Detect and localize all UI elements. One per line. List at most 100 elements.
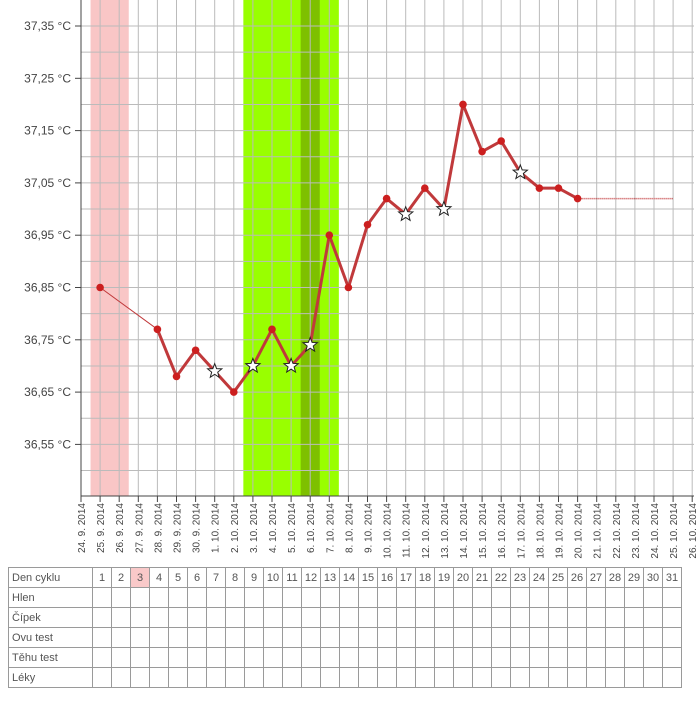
table-cell bbox=[472, 627, 492, 648]
table-cell bbox=[149, 667, 169, 688]
data-point bbox=[478, 147, 486, 156]
data-point-star bbox=[282, 357, 300, 374]
table-cell bbox=[605, 607, 625, 628]
table-cell bbox=[453, 607, 473, 628]
table-cell bbox=[282, 667, 302, 688]
table-cell: 15 bbox=[358, 567, 378, 588]
table-cell bbox=[624, 627, 644, 648]
table-cell bbox=[434, 587, 454, 608]
y-tick-label: 36,95 °C bbox=[24, 228, 71, 242]
series-line-segment bbox=[366, 197, 389, 227]
table-cell bbox=[567, 647, 587, 668]
data-point bbox=[497, 137, 506, 145]
data-point-star bbox=[435, 200, 453, 217]
table-cell bbox=[263, 647, 283, 668]
series-line-segment bbox=[404, 186, 427, 216]
table-cell bbox=[491, 667, 511, 688]
x-tick-label: 3. 10. 2014 bbox=[249, 503, 260, 553]
table-cell: 11 bbox=[282, 567, 302, 588]
table-cell bbox=[130, 647, 150, 668]
table-cell bbox=[396, 587, 416, 608]
table-cell bbox=[662, 647, 682, 668]
table-cell: 19 bbox=[434, 567, 454, 588]
x-tick-label: 25. 9. 2014 bbox=[96, 503, 107, 553]
table-cell bbox=[111, 587, 131, 608]
series-line-segment bbox=[423, 186, 446, 211]
table-cell bbox=[130, 627, 150, 648]
table-cell bbox=[187, 607, 207, 628]
table-cell bbox=[472, 607, 492, 628]
table-cell bbox=[282, 647, 302, 668]
x-tick-label: 8. 10. 2014 bbox=[344, 503, 355, 553]
data-point-star bbox=[244, 357, 262, 374]
table-cell bbox=[92, 647, 112, 668]
table-cell bbox=[396, 627, 416, 648]
table-cell bbox=[149, 647, 169, 668]
table-cell bbox=[662, 627, 682, 648]
table-cell bbox=[605, 667, 625, 688]
table-cell bbox=[263, 627, 283, 648]
data-point bbox=[230, 388, 238, 396]
table-cell bbox=[320, 587, 340, 608]
x-tick-label: 28. 9. 2014 bbox=[153, 503, 164, 553]
table-row: Hlen bbox=[8, 587, 682, 608]
table-cell bbox=[567, 627, 587, 648]
table-cell bbox=[339, 647, 359, 668]
data-point-star bbox=[397, 205, 415, 222]
table-cell bbox=[339, 627, 359, 648]
table-cell bbox=[548, 587, 568, 608]
series-line-segment bbox=[308, 233, 331, 347]
series-line-segment bbox=[175, 348, 198, 378]
x-tick-label: 26. 10. 2014 bbox=[688, 503, 699, 559]
x-tick-label: 23. 10. 2014 bbox=[631, 503, 642, 559]
table-cell bbox=[415, 607, 435, 628]
table-cell bbox=[529, 627, 549, 648]
table-cell: 10 bbox=[263, 567, 283, 588]
table-cell bbox=[529, 587, 549, 608]
table-cell bbox=[548, 627, 568, 648]
x-tick-label: 22. 10. 2014 bbox=[612, 503, 623, 559]
data-point bbox=[344, 283, 353, 292]
data-point bbox=[535, 184, 544, 192]
table-cell: 29 bbox=[624, 567, 644, 588]
table-cell bbox=[415, 667, 435, 688]
table-cell bbox=[624, 647, 644, 668]
data-point bbox=[459, 100, 467, 109]
table-cell bbox=[320, 627, 340, 648]
x-tick-label: 7. 10. 2014 bbox=[325, 503, 336, 553]
table-cell bbox=[662, 607, 682, 628]
table-cell bbox=[244, 667, 264, 688]
row-label: Těhu test bbox=[8, 647, 93, 668]
table-cell bbox=[567, 587, 587, 608]
x-tick-label: 20. 10. 2014 bbox=[574, 503, 585, 559]
table-cell bbox=[510, 647, 530, 668]
table-cell bbox=[586, 587, 606, 608]
table-cell bbox=[643, 627, 663, 648]
table-cell bbox=[377, 647, 397, 668]
table-cell bbox=[263, 667, 283, 688]
table-cell bbox=[244, 607, 264, 628]
table-cell bbox=[225, 607, 245, 628]
series-line-segment bbox=[251, 327, 274, 368]
table-cell bbox=[168, 627, 188, 648]
x-tick-label: 1. 10. 2014 bbox=[211, 503, 222, 553]
table-cell bbox=[434, 607, 454, 628]
x-tick-label: 13. 10. 2014 bbox=[440, 503, 451, 559]
series-line-segment bbox=[461, 102, 484, 154]
data-point bbox=[153, 325, 162, 334]
table-cell bbox=[168, 607, 188, 628]
table-cell bbox=[586, 667, 606, 688]
table-cell: 2 bbox=[111, 567, 131, 588]
table-cell: 12 bbox=[301, 567, 321, 588]
y-tick-label: 36,65 °C bbox=[24, 385, 71, 399]
table-cell bbox=[339, 587, 359, 608]
x-tick-label: 5. 10. 2014 bbox=[287, 503, 298, 553]
table-cell bbox=[92, 607, 112, 628]
x-tick-label: 29. 9. 2014 bbox=[173, 503, 184, 553]
table-cell: 9 bbox=[244, 567, 264, 588]
table-cell bbox=[320, 647, 340, 668]
table-cell bbox=[92, 627, 112, 648]
table-cell: 5 bbox=[168, 567, 188, 588]
table-cell bbox=[377, 607, 397, 628]
table-cell: 14 bbox=[339, 567, 359, 588]
